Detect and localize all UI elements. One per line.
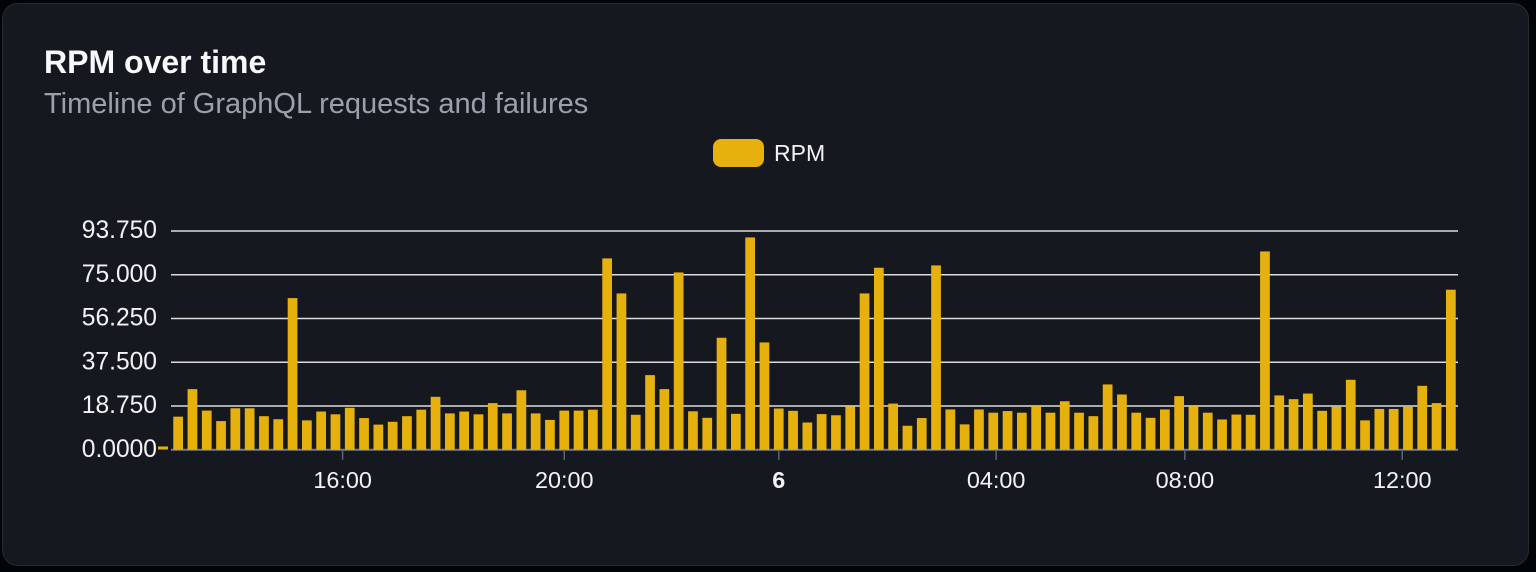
- svg-text:0.0000: 0.0000: [82, 436, 157, 463]
- svg-text:56.250: 56.250: [82, 305, 157, 332]
- svg-text:75.000: 75.000: [82, 261, 157, 288]
- svg-text:18.750: 18.750: [82, 392, 157, 419]
- svg-text:16:00: 16:00: [313, 467, 372, 493]
- svg-text:6: 6: [772, 467, 785, 493]
- svg-text:08:00: 08:00: [1156, 467, 1215, 493]
- svg-text:93.750: 93.750: [82, 217, 157, 244]
- svg-text:12:00: 12:00: [1373, 467, 1432, 493]
- svg-text:04:00: 04:00: [967, 467, 1026, 493]
- svg-text:20:00: 20:00: [535, 467, 594, 493]
- svg-text:37.500: 37.500: [82, 348, 157, 375]
